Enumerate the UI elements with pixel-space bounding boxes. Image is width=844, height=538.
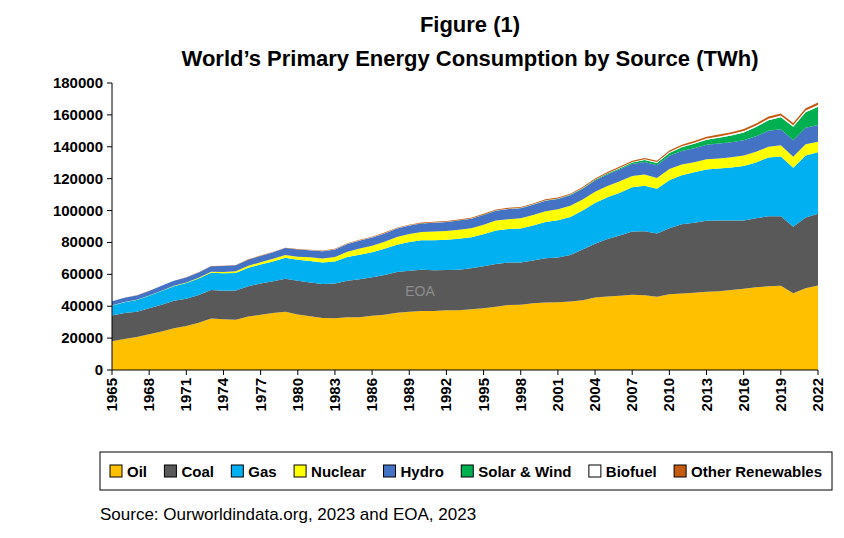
y-tick [107, 114, 112, 115]
source: Source: Ourworldindata.org, 2023 and EOA… [100, 505, 476, 524]
x-tick-label: 1968 [140, 378, 157, 411]
legend: Oil Coal Gas Nuclear Hydro Solar & Wind Biofue… [100, 452, 832, 490]
x-tick-label: 2004 [586, 377, 603, 411]
area-hydro [112, 125, 818, 305]
legend-label: Biofuel [606, 463, 657, 480]
x-tick-label: 1998 [512, 378, 529, 411]
x-tick-label: 1980 [289, 378, 306, 411]
x-tick-label: 2010 [660, 378, 677, 411]
x-tick-label: 2016 [735, 378, 752, 411]
x-tick [409, 370, 410, 375]
x-tick [743, 370, 744, 375]
y-axis [112, 83, 113, 370]
x-tick-label: 1977 [252, 378, 269, 411]
legend-label: Oil [127, 463, 147, 480]
x-tick [520, 370, 521, 375]
area-biofuel [112, 105, 818, 301]
y-tick-label: 40000 [61, 297, 103, 314]
legend-label: Hydro [401, 463, 444, 480]
x-tick-label: 1965 [103, 378, 120, 411]
x-tick [446, 370, 447, 375]
y-tick [107, 178, 112, 179]
x-tick [186, 370, 187, 375]
y-tick [107, 338, 112, 339]
legend-swatch [589, 465, 601, 477]
areas [112, 103, 818, 370]
x-tick [557, 370, 558, 375]
chart: Figure (1) World’s Primary Energy Consump… [0, 0, 844, 538]
x-tick-label: 1989 [400, 378, 417, 411]
y-tick [107, 274, 112, 275]
legend-swatch [231, 465, 243, 477]
x-tick-label: 2019 [772, 378, 789, 411]
y-tick-label: 60000 [61, 265, 103, 282]
x-tick [706, 370, 707, 375]
legend-label: Coal [181, 463, 214, 480]
x-tick [669, 370, 670, 375]
legend-label: Other Renewables [691, 463, 822, 480]
y-tick-label: 80000 [61, 233, 103, 250]
legend-label: Nuclear [311, 463, 366, 480]
x-tick-label: 2022 [809, 378, 826, 411]
y-tick-label: 100000 [53, 202, 103, 219]
x-tick-label: 2007 [623, 378, 640, 411]
y-tick-label: 160000 [53, 106, 103, 123]
y-tick [107, 306, 112, 307]
y-tick [107, 210, 112, 211]
x-tick [112, 370, 113, 375]
legend-box [100, 452, 832, 490]
legend-label: Solar & Wind [478, 463, 571, 480]
y-tick [107, 370, 112, 371]
y-tick-label: 20000 [61, 329, 103, 346]
y-tick-label: 140000 [53, 138, 103, 155]
x-tick-label: 1992 [437, 378, 454, 411]
x-axis [112, 370, 818, 371]
watermark: EOA [405, 283, 435, 299]
y-tick [107, 146, 112, 147]
x-tick-label: 1983 [326, 378, 343, 411]
legend-swatch [110, 465, 122, 477]
x-tick [297, 370, 298, 375]
x-tick [818, 370, 819, 375]
legend-swatch [384, 465, 396, 477]
x-tick [483, 370, 484, 375]
title: Figure (1) [420, 12, 520, 37]
x-tick-label: 2001 [549, 378, 566, 411]
x-tick [372, 370, 373, 375]
y-tick [107, 83, 112, 84]
x-tick [632, 370, 633, 375]
y-tick-label: 180000 [53, 74, 103, 91]
x-tick [595, 370, 596, 375]
x-tick-label: 1974 [214, 377, 231, 411]
legend-swatch [674, 465, 686, 477]
area-other-renewables [112, 103, 818, 302]
legend-swatch [164, 465, 176, 477]
y-tick-label: 0 [95, 361, 103, 378]
y-tick-label: 120000 [53, 170, 103, 187]
legend-swatch [294, 465, 306, 477]
x-tick-label: 1971 [177, 378, 194, 411]
x-tick-label: 2013 [698, 378, 715, 411]
x-tick-label: 1995 [475, 378, 492, 411]
subtitle: World’s Primary Energy Consumption by So… [182, 46, 759, 71]
x-tick [260, 370, 261, 375]
x-tick [334, 370, 335, 375]
x-tick [780, 370, 781, 375]
legend-label: Gas [248, 463, 276, 480]
x-tick [223, 370, 224, 375]
x-tick-label: 1986 [363, 378, 380, 411]
x-tick [149, 370, 150, 375]
legend-swatch [461, 465, 473, 477]
y-tick [107, 242, 112, 243]
